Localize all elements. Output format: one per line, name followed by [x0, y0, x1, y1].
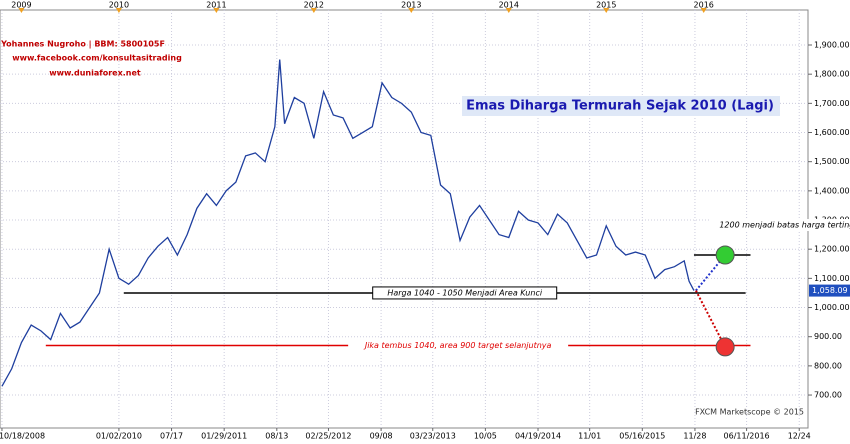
y-tick-label: 1,100.00	[814, 274, 850, 283]
year-marker	[310, 8, 317, 13]
last-price-box	[809, 284, 850, 297]
year-label: 2015	[596, 1, 616, 10]
year-label: 2009	[11, 1, 31, 10]
x-tick-label: 12/24	[788, 432, 811, 441]
last-price-label: 1,058.09	[812, 286, 848, 295]
x-tick-label: 10/05	[474, 432, 497, 441]
x-tick-label: 02/25/2012	[305, 432, 351, 441]
level-label: Jika tembus 1040, area 900 target selanj…	[363, 341, 552, 350]
y-tick-label: 1,900.00	[814, 41, 850, 50]
target-marker	[715, 337, 735, 357]
x-tick-label: 11/01	[578, 432, 601, 441]
x-tick-label: 04/19/2014	[515, 432, 561, 441]
x-tick-label: 09/08	[370, 432, 393, 441]
y-tick-label: 700.00	[814, 391, 842, 400]
year-label: 2014	[499, 1, 519, 10]
label-box	[372, 286, 558, 300]
y-tick-label: 1,400.00	[814, 186, 850, 195]
x-tick-label: 05/16/2015	[619, 432, 665, 441]
y-tick-label: 1,700.00	[814, 99, 850, 108]
y-tick-label: 1,800.00	[814, 70, 850, 79]
label-box	[710, 219, 850, 232]
y-tick-label: 1,500.00	[814, 157, 850, 166]
credit: www.facebook.com/konsultasitrading	[12, 54, 182, 63]
year-marker	[18, 8, 25, 13]
level-label: 1200 menjadi batas harga tertinggi	[719, 221, 850, 230]
year-label: 2016	[694, 1, 714, 10]
year-label: 2012	[304, 1, 324, 10]
year-label: 2010	[109, 1, 129, 10]
x-tick-label: 10/18/2008	[0, 432, 45, 441]
source: FXCM Marketscope © 2015	[695, 408, 804, 417]
y-tick-label: 900.00	[814, 332, 842, 341]
year-label: 2011	[206, 1, 226, 10]
title-box	[462, 96, 780, 116]
y-tick-label: 1,200.00	[814, 245, 850, 254]
y-tick-label: 1,000.00	[814, 303, 850, 312]
x-tick-label: 06/11/2016	[724, 432, 770, 441]
credit: www.duniaforex.net	[49, 69, 141, 78]
chart-title: Emas Diharga Termurah Sejak 2010 (Lagi)	[466, 99, 774, 114]
year-marker	[408, 8, 415, 13]
year-marker	[603, 8, 610, 13]
year-label: 2013	[401, 1, 421, 10]
year-marker	[505, 8, 512, 13]
credit: Yohannes Nugroho | BBM: 5800105F	[0, 40, 165, 49]
level-label: Harga 1040 - 1050 Menjadi Area Kunci	[387, 288, 543, 297]
year-marker	[213, 8, 220, 13]
x-tick-label: 08/13	[265, 432, 288, 441]
x-tick-label: 03/23/2013	[410, 432, 456, 441]
projection-line	[695, 290, 727, 348]
year-marker	[115, 8, 122, 13]
price-line	[1, 59, 695, 387]
y-tick-label: 1,600.00	[814, 128, 850, 137]
x-tick-label: 11/28	[683, 432, 706, 441]
plot-frame	[0, 9, 809, 429]
year-marker	[700, 8, 707, 13]
target-marker	[715, 245, 735, 265]
label-box	[348, 339, 569, 352]
x-tick-label: 01/29/2011	[201, 432, 247, 441]
x-tick-label: 07/17	[160, 432, 183, 441]
y-tick-label: 800.00	[814, 361, 842, 370]
x-tick-label: 01/02/2010	[96, 432, 142, 441]
